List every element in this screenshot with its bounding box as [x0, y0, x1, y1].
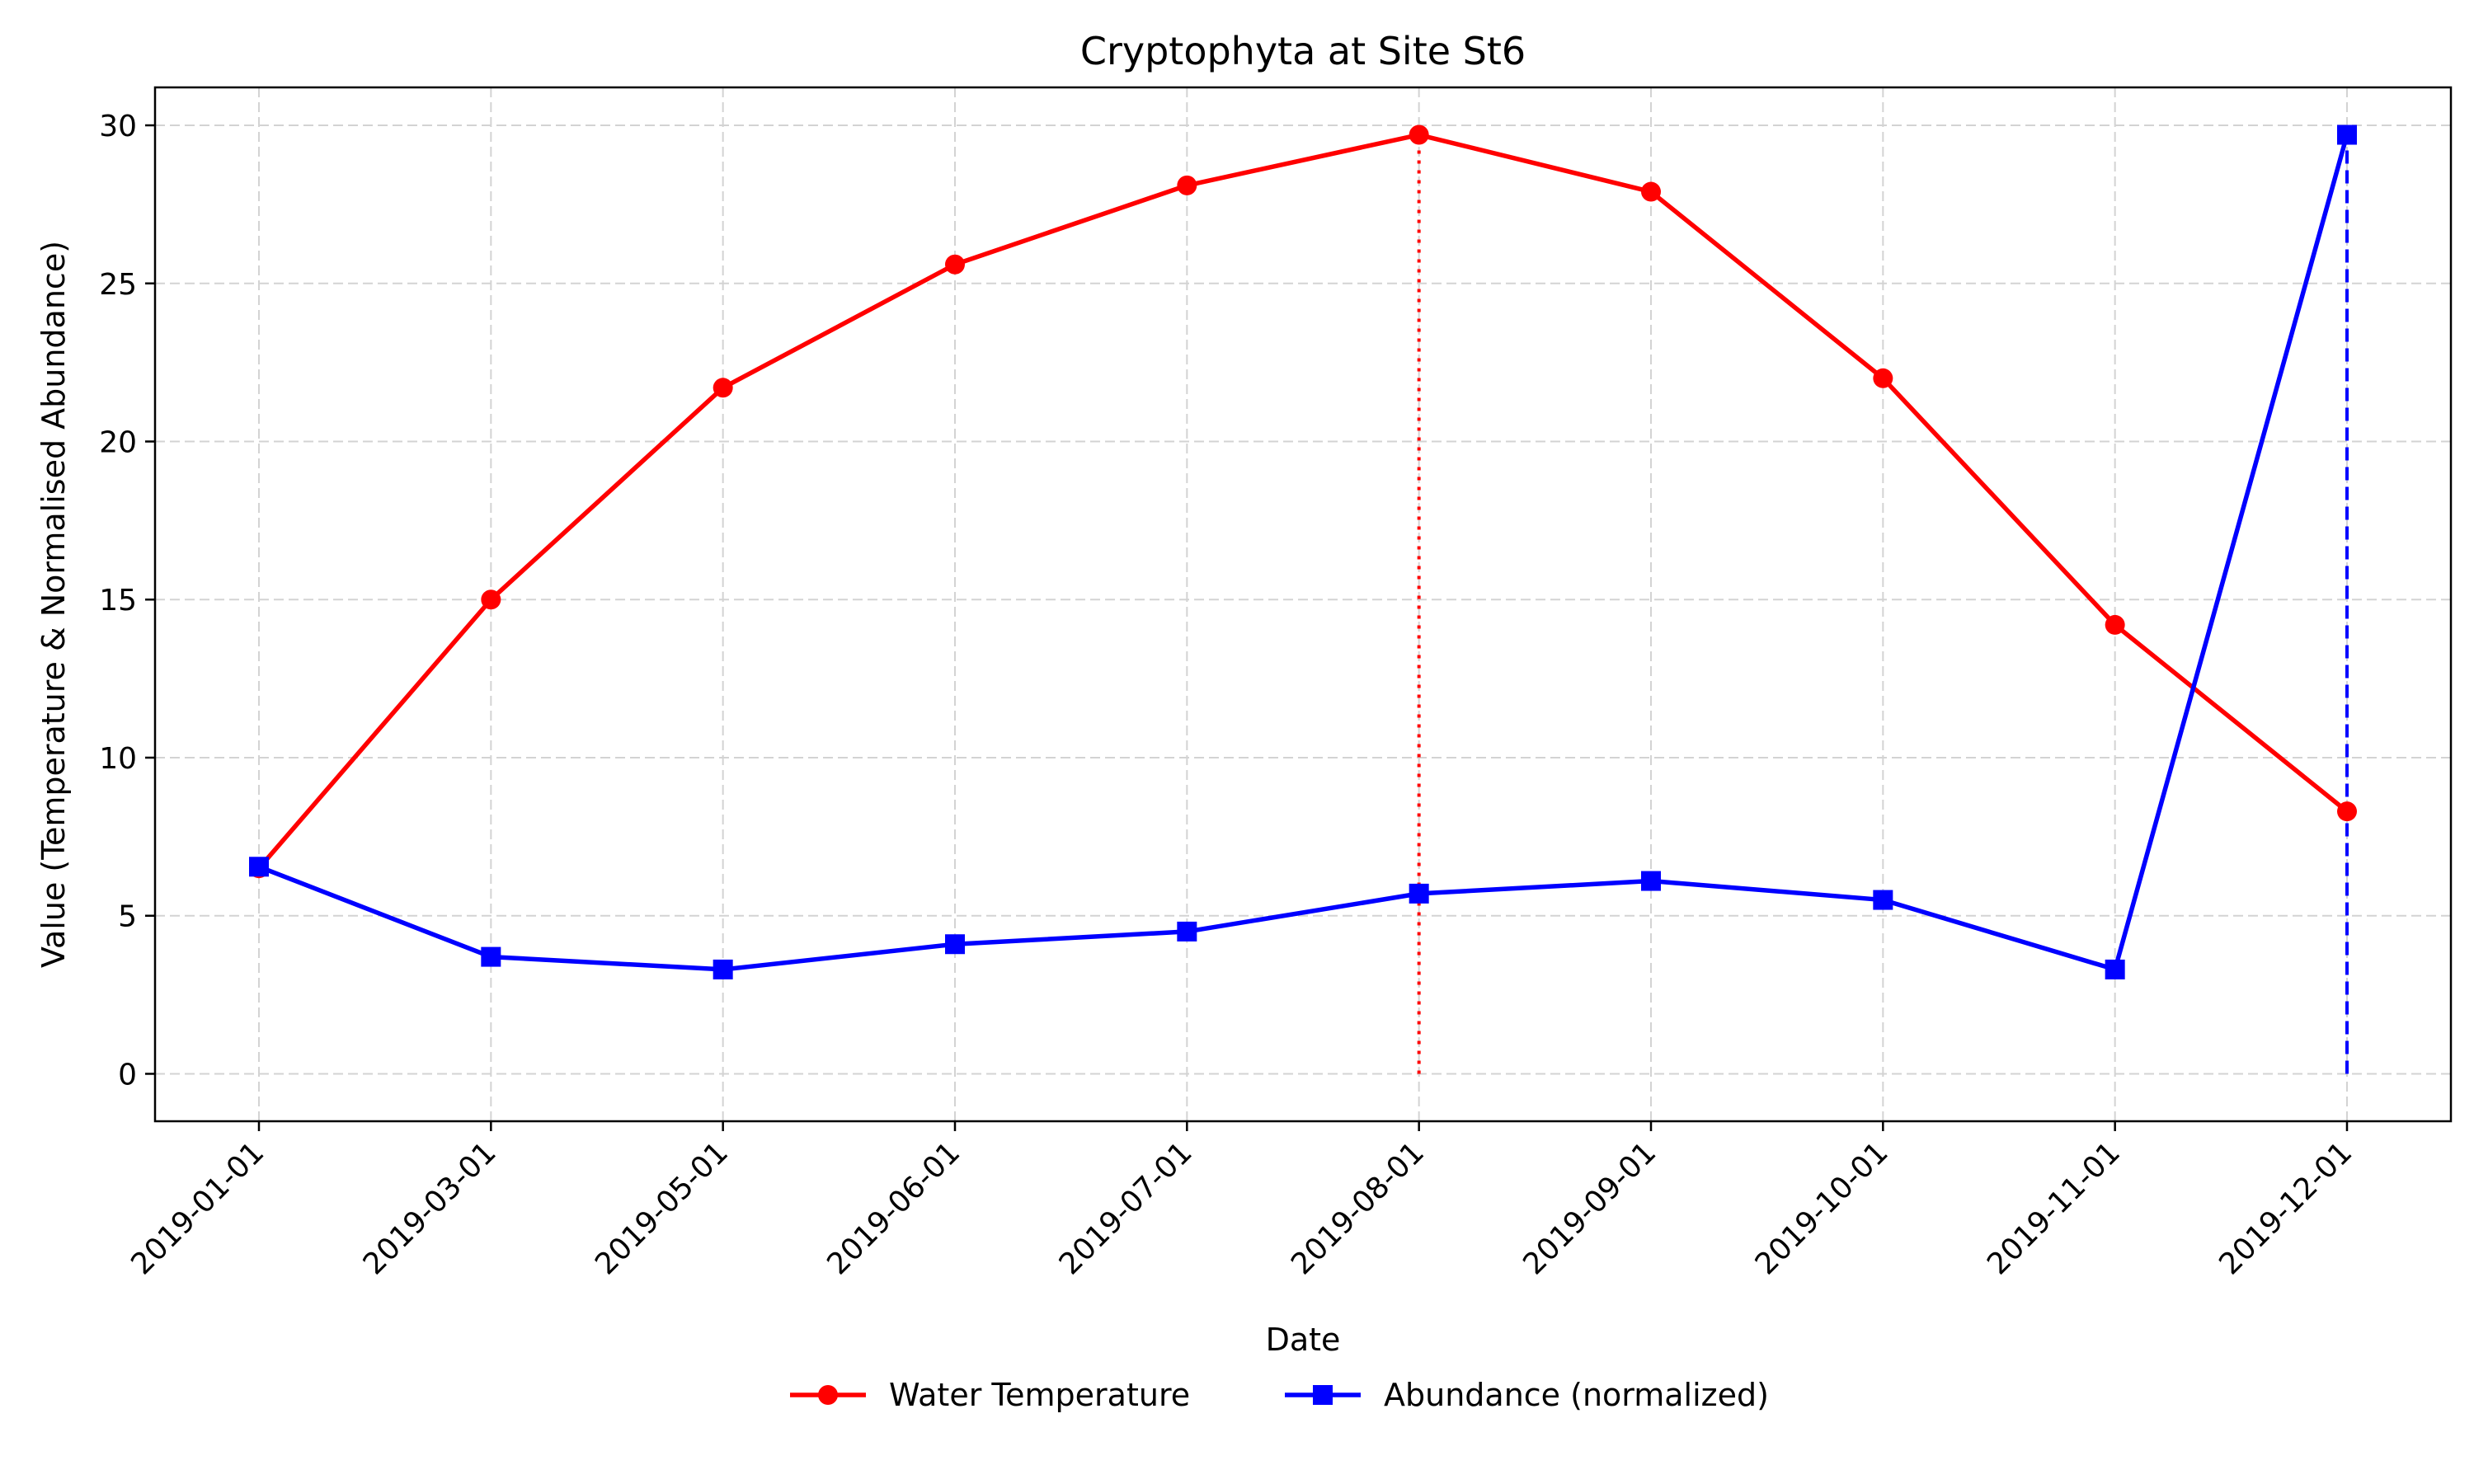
data-point-circle [2337, 801, 2357, 822]
series-line [258, 134, 2349, 972]
data-point-circle [945, 254, 965, 275]
data-point-circle [481, 589, 501, 610]
data-point-square [713, 959, 733, 979]
data-point-square [249, 857, 269, 877]
data-point-circle [2105, 614, 2125, 635]
y-tick-label: 15 [99, 584, 137, 618]
series-line [256, 132, 2349, 871]
y-axis-label: Value (Temperature & Normalised Abundanc… [35, 241, 72, 968]
legend-marker [818, 1385, 838, 1405]
legend: Water Temperature Abundance (normalized) [790, 1377, 1769, 1413]
data-point-circle [1177, 175, 1197, 195]
data-point-circle [713, 378, 733, 398]
y-tick-label: 30 [99, 110, 137, 143]
data-point-circle [1873, 368, 1893, 388]
y-tick-label: 5 [118, 900, 137, 934]
legend-label: Water Temperature [889, 1377, 1190, 1413]
y-tick-label: 10 [99, 742, 137, 776]
chart-title: Cryptophyta at Site St6 [1080, 29, 1526, 73]
x-axis-label: Date [1266, 1322, 1341, 1358]
data-point-square [481, 946, 501, 967]
legend-label: Abundance (normalized) [1384, 1377, 1769, 1413]
data-point-square [2337, 124, 2357, 145]
data-point-square [2105, 959, 2125, 979]
plot-frame [153, 86, 2453, 1123]
data-point-square [1873, 890, 1893, 910]
data-point-circle [1409, 124, 1429, 145]
legend-marker [1313, 1385, 1333, 1405]
y-tick-label: 0 [118, 1058, 137, 1092]
y-tick-label: 25 [99, 268, 137, 302]
data-point-circle [1641, 181, 1661, 202]
data-point-square [945, 934, 965, 955]
data-point-square [1641, 871, 1661, 891]
y-tick-label: 20 [99, 426, 137, 460]
data-point-square [1409, 883, 1429, 904]
data-point-square [1177, 921, 1197, 942]
